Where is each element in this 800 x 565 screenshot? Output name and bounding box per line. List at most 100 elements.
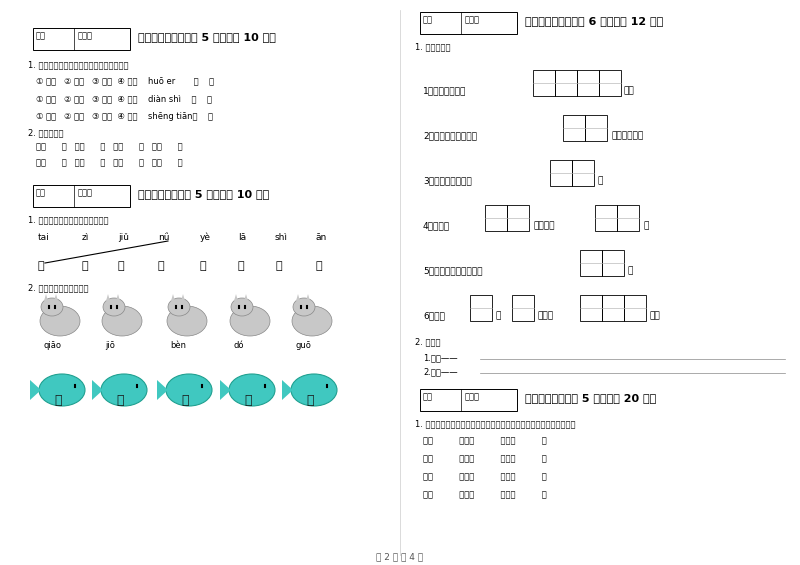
Bar (602, 295, 624, 321)
Polygon shape (92, 380, 103, 400)
Text: ① 升旗   ② 升起   ③ 升高  ④ 升天    shēng tiān（    ）: ① 升旗 ② 升起 ③ 升高 ④ 升天 shēng tiān（ ） (36, 112, 213, 121)
Text: shì: shì (275, 233, 288, 242)
Ellipse shape (167, 306, 207, 336)
Text: 2．一年之计在于春，: 2．一年之计在于春， (423, 131, 477, 140)
Bar (512, 295, 534, 321)
Text: 字: 字 (238, 261, 245, 271)
Text: jiǔ: jiǔ (118, 233, 129, 242)
Text: zì: zì (82, 233, 90, 242)
Text: ān: ān (315, 233, 326, 242)
Text: tai: tai (38, 233, 50, 242)
Polygon shape (296, 294, 300, 301)
Text: 白（      ）   开（      ）   乐（      ）   开（      ）: 白（ ） 开（ ） 乐（ ） 开（ ） (36, 158, 182, 167)
Text: 得分: 得分 (423, 392, 433, 401)
Bar (602, 250, 624, 276)
Text: 得分: 得分 (423, 15, 433, 24)
Text: 评卷人: 评卷人 (78, 188, 93, 197)
Text: 俏。: 俏。 (623, 86, 634, 95)
Text: bèn: bèn (170, 341, 186, 350)
Text: 女: 女 (38, 261, 45, 271)
Text: lā: lā (238, 233, 246, 242)
Text: 。: 。 (628, 266, 634, 275)
Text: 六、综合题（每题 5 分，共计 20 分）: 六、综合题（每题 5 分，共计 20 分） (525, 393, 656, 403)
Text: 评卷人: 评卷人 (78, 31, 93, 40)
Bar (33, 185, 130, 207)
Text: 土（          ）来（          ）本（          ）: 土（ ）来（ ）本（ ） (423, 454, 546, 463)
Bar (577, 70, 599, 96)
Ellipse shape (101, 374, 147, 406)
Text: 1. 把词语的序号填写到拼音后面的括号里。: 1. 把词语的序号填写到拼音后面的括号里。 (28, 60, 129, 69)
Text: 之计在于晨。: 之计在于晨。 (611, 131, 643, 140)
Text: 5．锄禾日当午，汗滴禾: 5．锄禾日当午，汗滴禾 (423, 266, 482, 275)
Polygon shape (181, 294, 185, 301)
Text: 九: 九 (82, 261, 89, 271)
Bar (555, 70, 577, 96)
Text: 1．春去花还在，: 1．春去花还在， (423, 86, 466, 95)
Text: 评卷人: 评卷人 (465, 392, 480, 401)
Text: 四、连一连（每题 5 分，共计 10 分）: 四、连一连（每题 5 分，共计 10 分） (138, 189, 270, 199)
Text: 桥: 桥 (244, 394, 251, 407)
Ellipse shape (166, 374, 212, 406)
Bar (585, 115, 607, 141)
Polygon shape (106, 294, 110, 301)
Text: 安: 安 (275, 261, 282, 271)
Text: 拉: 拉 (158, 261, 165, 271)
Ellipse shape (293, 298, 315, 316)
Polygon shape (306, 294, 310, 301)
Polygon shape (44, 294, 48, 301)
Text: 3．千里之行，始于: 3．千里之行，始于 (423, 176, 472, 185)
Text: dó: dó (233, 341, 243, 350)
Ellipse shape (230, 306, 270, 336)
Bar (595, 205, 617, 231)
Text: 事: 事 (200, 261, 206, 271)
Text: 2.勤劳——: 2.勤劳—— (423, 367, 458, 376)
Text: 得分: 得分 (36, 31, 46, 40)
Polygon shape (157, 380, 168, 400)
Text: 2. 造句：: 2. 造句： (415, 337, 441, 346)
Polygon shape (234, 294, 238, 301)
Text: 过: 过 (181, 394, 189, 407)
Text: ，小马画: ，小马画 (533, 221, 554, 230)
Text: 。: 。 (598, 176, 603, 185)
Bar (617, 205, 639, 231)
Polygon shape (116, 294, 120, 301)
Bar (624, 295, 646, 321)
Text: 天（      ）   土（      ）   出（      ）   中（      ）: 天（ ） 土（ ） 出（ ） 中（ ） (36, 142, 182, 151)
Polygon shape (244, 294, 248, 301)
Ellipse shape (291, 374, 337, 406)
Ellipse shape (168, 298, 190, 316)
Bar (599, 70, 621, 96)
Text: 。: 。 (643, 221, 648, 230)
Polygon shape (282, 380, 293, 400)
Text: 家: 家 (306, 394, 314, 407)
Text: 1.骄傲——: 1.骄傲—— (423, 353, 458, 362)
Text: yè: yè (200, 233, 211, 242)
Bar (550, 160, 572, 186)
Text: ① 电灯   ② 电话   ③ 电影  ④ 电视    diàn shì    （    ）: ① 电灯 ② 电话 ③ 电影 ④ 电视 diàn shì （ ） (36, 94, 212, 103)
Ellipse shape (41, 298, 63, 316)
Bar (507, 205, 529, 231)
Text: guō: guō (295, 341, 311, 350)
Ellipse shape (103, 298, 125, 316)
Text: 评卷人: 评卷人 (465, 15, 480, 24)
Bar (470, 295, 492, 321)
Text: 1. 加一加。你能把下列汉字加一个笔画变成另一个字吗？看谁变得多！: 1. 加一加。你能把下列汉字加一个笔画变成另一个字吗？看谁变得多！ (415, 419, 575, 428)
Text: 1. 照样子，把音节和汉字连起来。: 1. 照样子，把音节和汉字连起来。 (28, 215, 109, 224)
Bar (580, 295, 602, 321)
Text: 1. 日积月累。: 1. 日积月累。 (415, 42, 450, 51)
Ellipse shape (292, 306, 332, 336)
Bar (485, 205, 507, 231)
Text: 日（          ）目（          ）云（          ）: 日（ ）目（ ）云（ ） (423, 436, 546, 445)
Text: 小（          ）王（          ）大（          ）: 小（ ）王（ ）大（ ） (423, 490, 546, 499)
Text: nǘ: nǘ (158, 233, 170, 242)
Text: 三、识字写字（每题 5 分，共计 10 分）: 三、识字写字（每题 5 分，共计 10 分） (138, 32, 276, 42)
Text: 花。: 花。 (650, 311, 661, 320)
Bar (580, 250, 602, 276)
Polygon shape (171, 294, 175, 301)
Bar (572, 160, 594, 186)
Text: 读: 读 (116, 394, 123, 407)
Text: 2. 我会组词。: 2. 我会组词。 (28, 128, 63, 137)
Text: 得分: 得分 (36, 188, 46, 197)
Ellipse shape (231, 298, 253, 316)
Text: 五、补充句子（每题 6 分，共计 12 分）: 五、补充句子（每题 6 分，共计 12 分） (525, 16, 663, 26)
